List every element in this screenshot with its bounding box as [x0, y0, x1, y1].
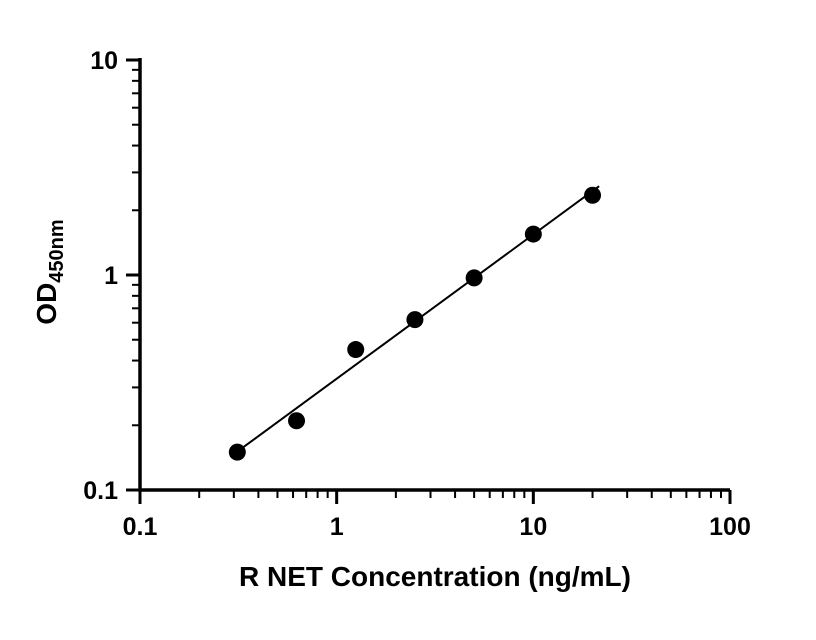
data-point — [347, 341, 365, 359]
data-point — [584, 186, 602, 204]
data-point — [228, 443, 246, 461]
x-axis-title: R NET Concentration (ng/mL) — [239, 561, 631, 592]
x-tick-label: 0.1 — [123, 513, 158, 541]
data-point — [465, 269, 483, 287]
data-point — [406, 311, 424, 329]
y-tick-label: 0.1 — [83, 477, 118, 505]
x-tick-label: 10 — [519, 513, 547, 541]
data-points-group — [228, 186, 602, 461]
ticks-group — [126, 58, 732, 504]
y-axis-title: OD450nm — [31, 219, 68, 324]
x-tick-label: 1 — [330, 513, 344, 541]
axes-group — [138, 58, 730, 492]
y-axis-title-main: OD — [31, 283, 62, 325]
y-tick-label: 1 — [104, 262, 118, 290]
data-point — [524, 225, 542, 243]
axis-lines — [138, 58, 730, 492]
x-tick-label: 100 — [709, 513, 751, 541]
y-tick-label: 10 — [90, 47, 118, 75]
tick-labels-group: 0.1 1 10 100 0.1 1 10 — [83, 47, 751, 541]
data-point — [288, 412, 306, 430]
y-axis-title-subscript: 450nm — [46, 219, 68, 282]
